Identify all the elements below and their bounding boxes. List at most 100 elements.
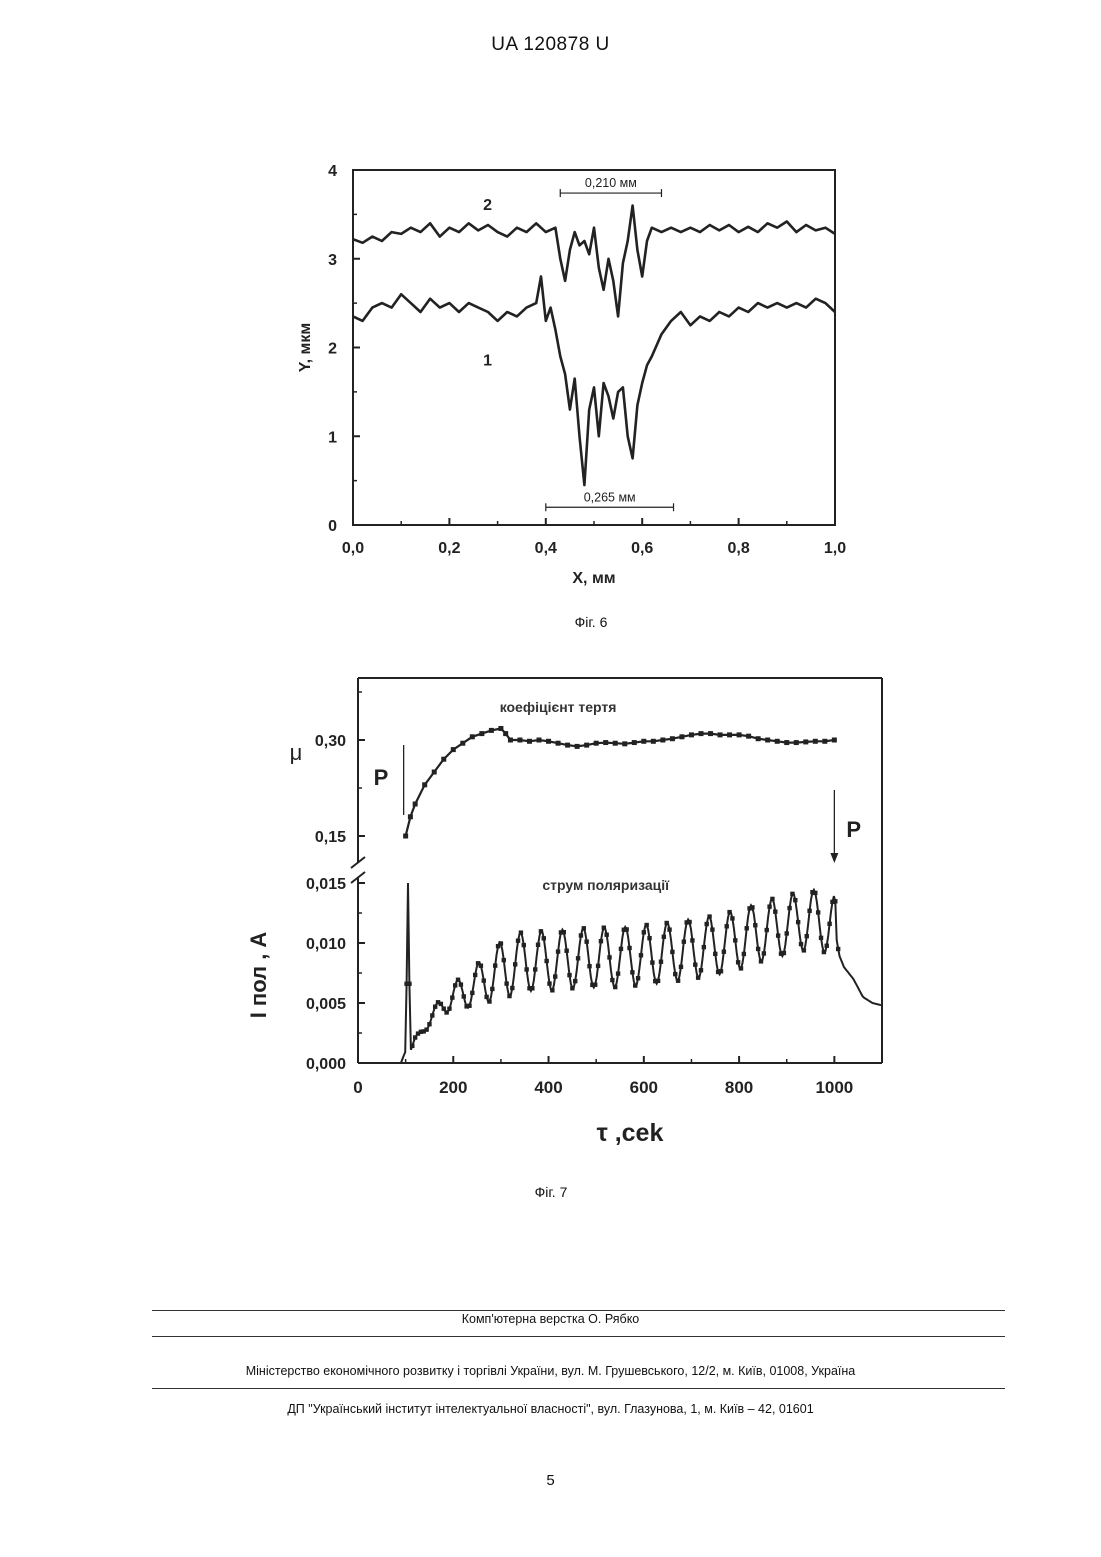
current-point [450, 995, 454, 999]
friction-point [651, 739, 656, 744]
patent-number: UA 120878 U [0, 34, 1101, 56]
friction-point [517, 738, 522, 743]
friction-point [432, 770, 437, 775]
current-point [767, 904, 771, 908]
current-point [713, 952, 717, 956]
current-point [707, 914, 711, 918]
current-point [544, 959, 548, 963]
friction-point [479, 731, 484, 736]
current-point [710, 927, 714, 931]
y-tick-label: 1 [328, 429, 337, 446]
current-point [499, 941, 503, 945]
current-point [745, 926, 749, 930]
friction-point [498, 726, 503, 731]
current-point [539, 929, 543, 933]
footer-typesetting: Комп'ютерна верстка О. Рябко [0, 1312, 1101, 1326]
current-point [650, 960, 654, 964]
current-point [819, 936, 823, 940]
current-point [704, 922, 708, 926]
current-point [507, 994, 511, 998]
current-point [530, 986, 534, 990]
current-point [596, 964, 600, 968]
current-point [430, 1013, 434, 1017]
current-point [787, 906, 791, 910]
lower-y-tick-label: 0,010 [306, 936, 346, 953]
friction-point [632, 740, 637, 745]
x-tick-label: 200 [439, 1078, 467, 1097]
friction-point [408, 814, 413, 819]
x-tick-label: 0,8 [727, 540, 749, 557]
current-point [479, 964, 483, 968]
current-point [607, 955, 611, 959]
current-point [813, 891, 817, 895]
footer-rule-middle [152, 1336, 1005, 1337]
friction-point [641, 739, 646, 744]
current-point [667, 927, 671, 931]
friction-point [765, 738, 770, 743]
series-2-line [353, 206, 835, 317]
friction-point [403, 834, 408, 839]
current-point [682, 940, 686, 944]
friction-point [584, 743, 589, 748]
current-point [627, 946, 631, 950]
current-point [679, 965, 683, 969]
friction-point [422, 782, 427, 787]
footer-institute: ДП "Український інститут інтелектуальної… [0, 1402, 1101, 1416]
current-point [442, 1006, 446, 1010]
current-point [736, 960, 740, 964]
current-point [722, 949, 726, 953]
current-point [624, 927, 628, 931]
friction-point [775, 739, 780, 744]
current-point [542, 936, 546, 940]
friction-point [746, 734, 751, 739]
plot-frame [353, 170, 835, 525]
current-point [570, 986, 574, 990]
current-point [522, 943, 526, 947]
current-point [536, 943, 540, 947]
footer-rule-bottom [152, 1388, 1005, 1389]
friction-point [503, 731, 508, 736]
friction-point [803, 739, 808, 744]
x-tick-label: 0 [353, 1078, 362, 1097]
friction-point [737, 732, 742, 737]
current-point [805, 934, 809, 938]
y-axis-label: Y, мкм [297, 323, 314, 372]
upper-y-tick-label: 0,15 [315, 829, 346, 846]
current-point [696, 975, 700, 979]
current-point [725, 924, 729, 928]
current-point [676, 979, 680, 983]
current-point [790, 892, 794, 896]
current-point [467, 1004, 471, 1008]
lower-y-axis-label: I пол , A [246, 932, 271, 1019]
friction-point [603, 740, 608, 745]
page-number: 5 [0, 1472, 1101, 1489]
load-on-label: P [374, 765, 389, 790]
friction-point [794, 740, 799, 745]
dimension-label: 0,265 мм [584, 490, 636, 504]
current-point [610, 978, 614, 982]
current-point [702, 945, 706, 949]
current-point [564, 949, 568, 953]
current-point [827, 922, 831, 926]
friction-point [489, 728, 494, 733]
x-tick-label: 600 [630, 1078, 658, 1097]
current-point [727, 910, 731, 914]
current-point [613, 985, 617, 989]
current-point [733, 938, 737, 942]
current-point [487, 999, 491, 1003]
current-point [482, 978, 486, 982]
current-point [427, 1022, 431, 1026]
y-tick-label: 4 [328, 163, 337, 180]
friction-point [698, 731, 703, 736]
current-point [816, 910, 820, 914]
footer-ministry: Міністерство економічного розвитку і тор… [0, 1364, 1101, 1378]
current-point [444, 1010, 448, 1014]
friction-point [460, 741, 465, 746]
current-point [833, 899, 837, 903]
x-axis-label: X, мм [572, 570, 615, 587]
current-point [673, 972, 677, 976]
friction-point [413, 802, 418, 807]
y-tick-label: 3 [328, 252, 337, 269]
figure-6-chart: 0,00,20,40,60,81,001234X, ммY, мкм210,21… [280, 150, 880, 600]
friction-point [689, 732, 694, 737]
